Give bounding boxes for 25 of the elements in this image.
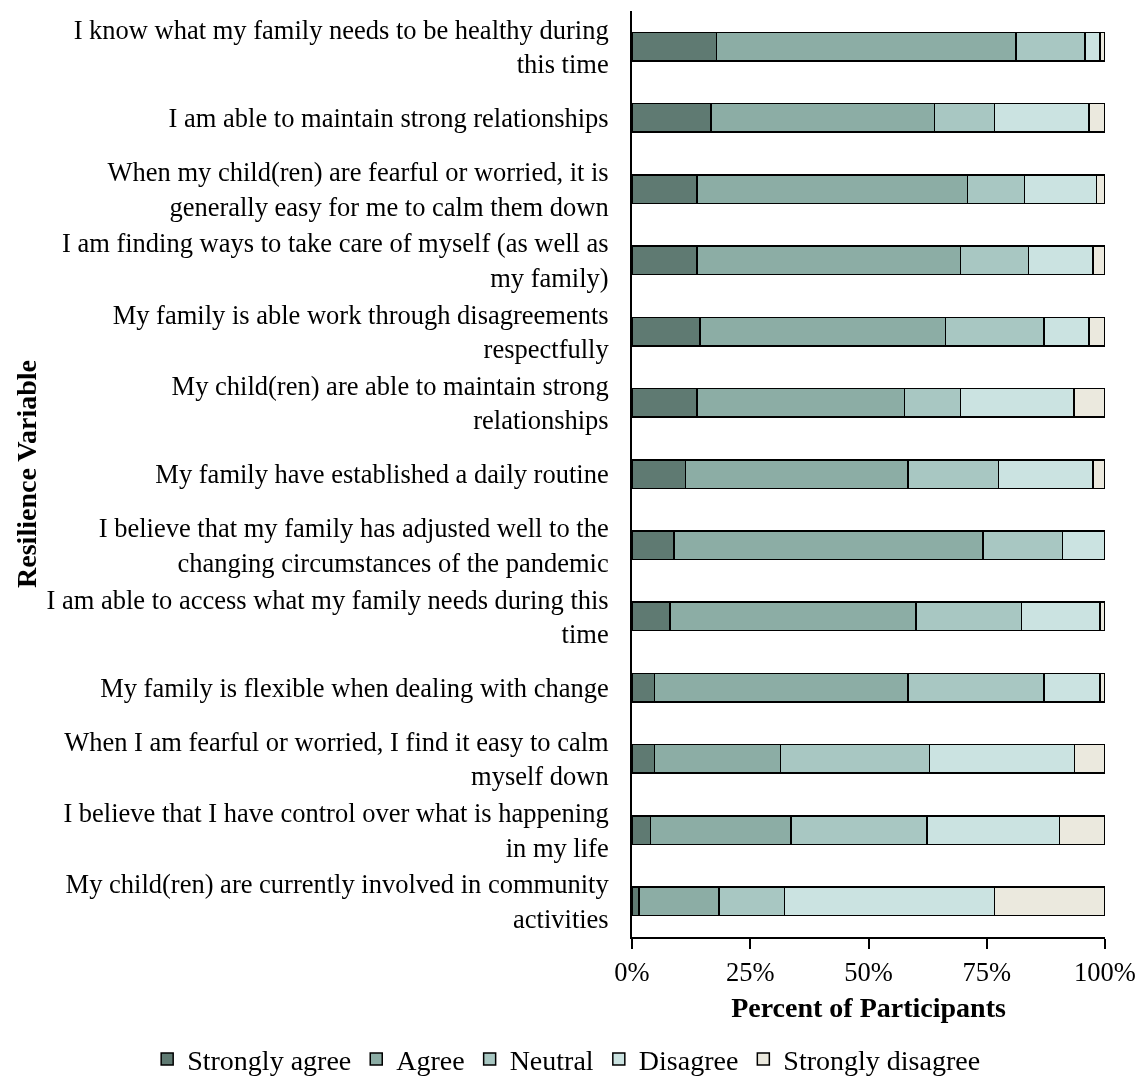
y-tick-label: My family have established a daily routine	[155, 459, 609, 490]
x-tick-label: 75%	[962, 956, 1012, 987]
x-tick-label: 25%	[725, 956, 775, 987]
legend-label: Neutral	[509, 1044, 594, 1076]
x-tick-label: 0%	[614, 956, 650, 987]
legend-label: Strongly agree	[187, 1044, 352, 1076]
y-tick-label: My child(ren) are able to maintain strong relationships	[171, 370, 609, 436]
y-tick-label: My family is flexible when dealing with change	[100, 672, 609, 703]
y-tick-label: My family is able work through disagreements respectfully	[112, 299, 610, 365]
x-axis-title: Percent of Participants	[731, 992, 1006, 1024]
x-tick-label: 100%	[1074, 956, 1136, 987]
y-tick-label: When I am fearful or worried, I find it easy to calm myself down	[64, 726, 610, 792]
y-tick-label: I believe that my family has adjusted well to the changing circumstances of the pandemic	[98, 513, 609, 578]
legend-label: Agree	[396, 1044, 465, 1076]
legend-label: Disagree	[638, 1044, 739, 1076]
y-axis-title: Resilience Variable	[10, 360, 42, 588]
y-tick-label: My child(ren) are currently involved in community activities	[65, 869, 610, 934]
y-tick-label: I believe that I have control over what is happening in my life	[63, 798, 609, 863]
y-tick-label: I am able to maintain strong relationships	[168, 103, 609, 134]
y-tick-label: I know what my family needs to be healthy during this time	[73, 14, 609, 80]
y-tick-label: I am able to access what my family needs during this time	[46, 584, 609, 649]
x-tick-label: 50%	[844, 956, 893, 987]
y-tick-label: I am finding ways to take care of myself (as well as my family)	[61, 228, 609, 293]
y-tick-label: When my child(ren) are fearful or worried, it is generally easy for me to calm them down	[107, 157, 609, 222]
legend-label: Strongly disagree	[783, 1044, 981, 1076]
